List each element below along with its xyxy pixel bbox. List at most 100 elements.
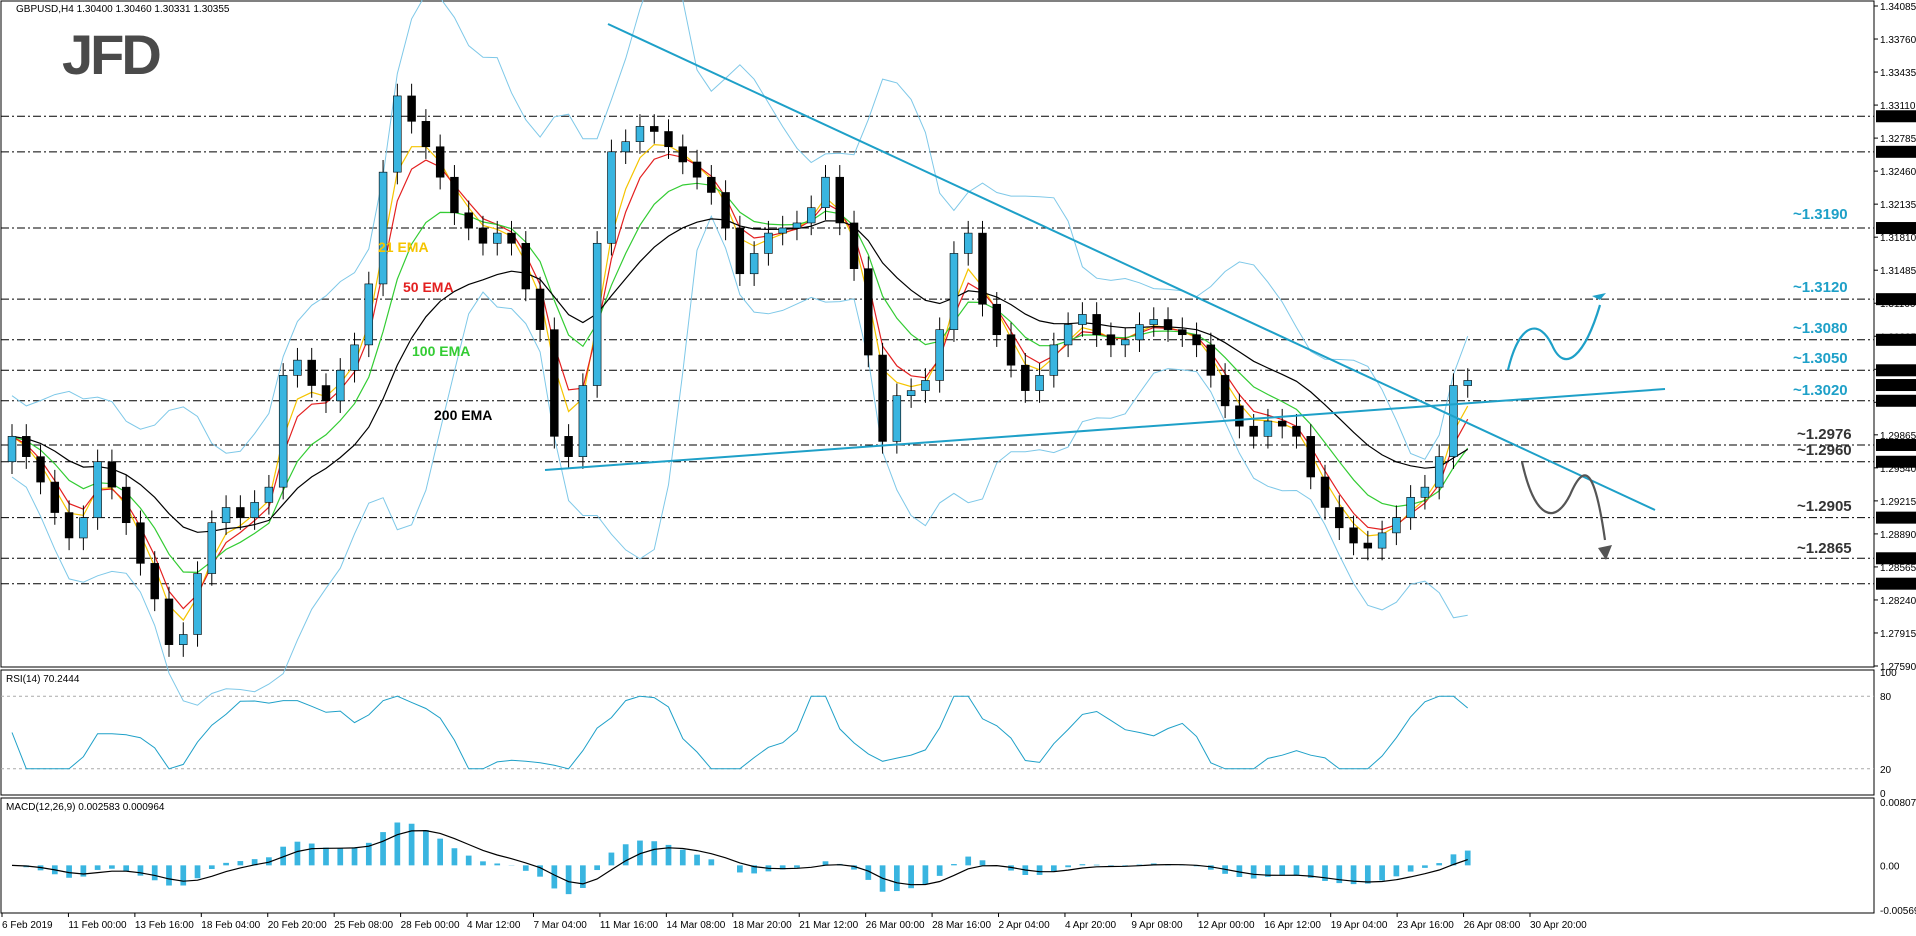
candle-body-47	[678, 146, 688, 163]
candle-body-56	[806, 207, 816, 224]
candle-body-18	[264, 486, 274, 503]
candle-body-100	[1434, 456, 1444, 488]
candle-body-44	[635, 126, 645, 142]
candle-body-71	[1021, 364, 1030, 391]
level-annotation-5: ~1.2976	[1797, 426, 1852, 443]
candle-body-8	[121, 486, 131, 524]
level-tag-bg-0	[1876, 110, 1916, 123]
macd-tick-0: 0.008075	[1880, 798, 1916, 809]
level-tag-bg-5	[1876, 364, 1916, 377]
candle-body-54	[778, 227, 787, 234]
rsi-panel-frame	[0, 669, 1875, 796]
candlesticks	[7, 83, 1472, 657]
candle-body-49	[707, 176, 716, 193]
level-tag-bg-4	[1876, 333, 1916, 346]
candle-body-31	[450, 176, 459, 214]
candle-body-50	[721, 192, 730, 229]
price-tick-label-18: 1.28240	[1880, 596, 1916, 607]
macd-tick-2: -0.005691	[1880, 906, 1916, 917]
candle-body-63	[906, 390, 916, 396]
candle-body-48	[692, 161, 702, 178]
candle-body-32	[464, 212, 473, 229]
time-label-19: 16 Apr 12:00	[1264, 920, 1321, 931]
level-tag-2: 1.31900	[1878, 224, 1915, 235]
candle-body-20	[293, 359, 302, 376]
price-tick-label-13: 1.29865	[1880, 431, 1916, 442]
price-tick-label-20: 1.27590	[1880, 662, 1916, 673]
candle-body-37	[535, 288, 545, 330]
level-annotation-8: ~1.2865	[1797, 540, 1852, 557]
level-tag-0: 1.33000	[1878, 112, 1915, 123]
candle-body-13	[193, 573, 202, 635]
candle-body-38	[550, 329, 559, 437]
level-annotation-3: ~1.3050	[1793, 350, 1848, 367]
candle-body-28	[407, 95, 416, 122]
candle-body-78	[1120, 339, 1130, 346]
candle-body-9	[136, 522, 145, 564]
candle-body-66	[949, 253, 959, 330]
price-tags: 1.33000 1.32650 1.31900 1.31200 1.30800 1.305…	[1876, 110, 1916, 591]
candle-body-82	[1178, 329, 1187, 336]
candle-body-23	[336, 369, 345, 402]
time-label-18: 12 Apr 00:00	[1198, 920, 1255, 931]
level-annotation-2: ~1.3080	[1793, 320, 1848, 337]
price-tick-label-3: 1.33110	[1880, 101, 1916, 112]
price-tick-label-0: 1.34085	[1880, 2, 1916, 13]
candle-body-16	[236, 507, 245, 518]
candle-body-60	[864, 268, 873, 356]
candle-body-87	[1249, 425, 1258, 437]
level-tag-10: 1.28650	[1878, 554, 1915, 565]
time-label-21: 23 Apr 16:00	[1397, 920, 1454, 931]
candle-body-76	[1092, 314, 1101, 336]
time-label-11: 18 Mar 20:00	[733, 920, 792, 931]
band-upper	[11, 0, 1469, 460]
candle-body-90	[1292, 425, 1301, 437]
time-label-5: 25 Feb 08:00	[334, 920, 393, 931]
level-annotation-1: ~1.3120	[1793, 279, 1848, 296]
candle-body-72	[1035, 375, 1044, 391]
current-price-tag-bg	[1876, 379, 1916, 392]
time-label-7: 4 Mar 12:00	[467, 920, 521, 931]
time-label-15: 2 Apr 04:00	[999, 920, 1051, 931]
candle-body-98	[1406, 497, 1415, 518]
candle-body-15	[221, 507, 231, 524]
candle-body-17	[250, 502, 259, 518]
ema-line-2	[11, 182, 1469, 574]
price-tick-label-6: 1.32135	[1880, 200, 1916, 211]
candle-body-86	[1235, 405, 1244, 427]
bearish-scenario-path	[1520, 461, 1607, 541]
level-tag-3: 1.31200	[1878, 295, 1915, 306]
price-tick-label-17: 1.28565	[1880, 563, 1916, 574]
candle-body-22	[321, 385, 331, 402]
candle-body-39	[564, 436, 573, 457]
candle-body-12	[179, 634, 188, 645]
price-tick-label-19: 1.27915	[1880, 629, 1916, 640]
time-label-3: 18 Feb 04:00	[201, 920, 260, 931]
candle-body-67	[963, 232, 973, 254]
candle-body-40	[578, 385, 588, 457]
candle-body-68	[978, 232, 987, 305]
time-label-0: 6 Feb 2019	[2, 920, 53, 931]
level-tag-8: 1.29600	[1878, 458, 1915, 469]
candle-body-95	[1363, 542, 1373, 549]
time-label-1: 11 Feb 00:00	[68, 920, 127, 931]
candle-body-36	[521, 242, 531, 290]
price-tick-label-7: 1.31810	[1880, 233, 1916, 244]
candle-body-3	[50, 481, 60, 513]
candle-body-75	[1078, 314, 1087, 325]
time-label-12: 21 Mar 12:00	[799, 920, 858, 931]
time-axis: 6 Feb 2019 11 Feb 00:00 13 Feb 16:00 18 Feb…	[1, 913, 1587, 931]
candle-body-65	[935, 329, 944, 381]
candle-body-80	[1149, 319, 1158, 325]
candle-body-34	[493, 232, 502, 244]
candle-body-58	[835, 176, 844, 224]
candle-body-97	[1392, 517, 1401, 534]
candle-body-7	[107, 461, 117, 488]
symbol-header: GBPUSD,H4 1.30400 1.30460 1.30331 1.3035…	[16, 4, 230, 15]
candle-body-59	[849, 222, 859, 269]
rsi-header: RSI(14) 70.2444	[6, 674, 80, 685]
level-annotation-0: ~1.3190	[1793, 206, 1848, 223]
current-price-tag: 1.30355	[1878, 381, 1915, 392]
candle-body-0	[7, 436, 17, 463]
